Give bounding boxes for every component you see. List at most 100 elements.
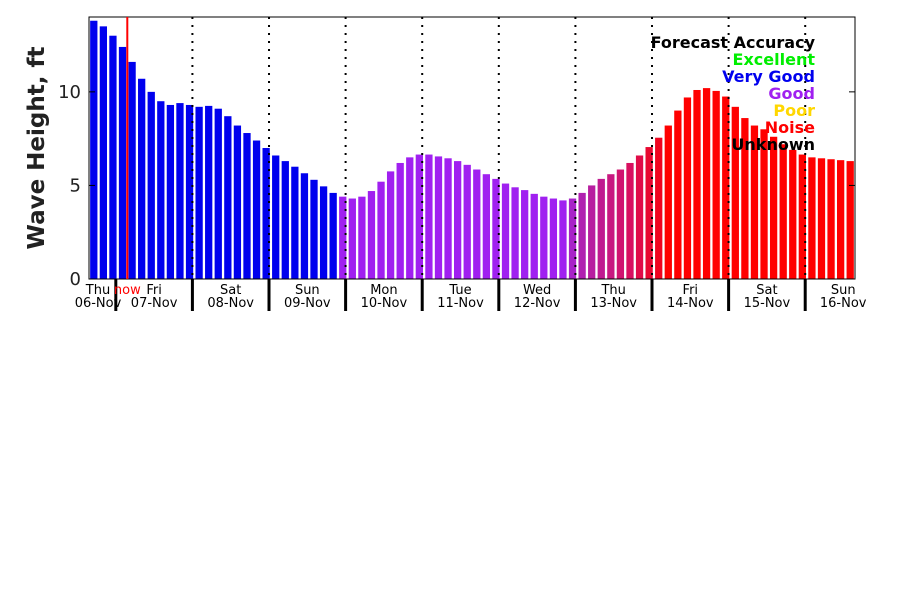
wave-bar — [262, 148, 270, 279]
wave-bar — [511, 187, 519, 279]
wave-bar — [128, 61, 136, 279]
legend-entry: Noise — [765, 118, 815, 137]
wave-bar — [339, 196, 347, 279]
wave-bar — [655, 137, 663, 279]
x-date-label: 16-Nov — [820, 296, 867, 311]
wave-bar — [482, 174, 490, 279]
wave-bar — [837, 160, 845, 279]
wave-bar — [434, 156, 443, 279]
wave-bar — [530, 193, 538, 279]
legend-entry: Good — [768, 84, 815, 103]
wave-bar — [568, 198, 577, 279]
wave-bar — [329, 192, 337, 279]
x-day-label: Fri — [683, 283, 699, 298]
wave-bar — [626, 162, 634, 279]
legend-entry: Excellent — [733, 50, 816, 69]
wave-bar — [683, 97, 692, 279]
wave-bar — [597, 178, 605, 279]
y-axis: 0 5 10 — [58, 82, 855, 290]
wave-bar — [712, 90, 720, 279]
wave-bar — [310, 179, 318, 279]
x-axis: Thu06-NovFri07-NovSat08-NovSun09-NovMon1… — [75, 279, 867, 311]
wave-bar — [473, 169, 481, 279]
wave-bar — [674, 110, 682, 279]
x-day-label: Tue — [448, 283, 471, 298]
wave-bar — [281, 161, 289, 279]
x-day-label: Thu — [85, 283, 110, 298]
x-date-label: 14-Nov — [667, 296, 714, 311]
x-date-label: 06-Nov — [75, 296, 122, 311]
wave-bar — [578, 192, 586, 279]
wave-bar — [300, 173, 309, 279]
x-day-label: Sat — [220, 283, 241, 298]
wave-bar — [501, 183, 510, 279]
wave-bar — [319, 186, 328, 279]
wave-bar — [166, 104, 175, 280]
wave-bar — [205, 105, 213, 279]
wave-bar — [635, 155, 644, 279]
wave-bar — [588, 185, 596, 279]
wave-bar — [176, 103, 184, 279]
wave-bar — [616, 169, 625, 279]
wave-bar — [463, 164, 471, 279]
wave-bar — [233, 125, 242, 279]
legend-entry: Poor — [773, 101, 815, 120]
wave-bar — [358, 196, 366, 279]
wave-bar — [406, 157, 414, 279]
wave-bar — [157, 101, 165, 280]
wave-bar — [224, 116, 232, 279]
legend-entry: Unknown — [731, 135, 815, 154]
wave-bar — [540, 196, 548, 279]
x-date-label: 15-Nov — [744, 296, 791, 311]
x-day-label: Fri — [146, 283, 162, 298]
x-date-label: 08-Nov — [207, 296, 254, 311]
wave-bar — [731, 106, 739, 279]
legend-entry: Very Good — [722, 67, 815, 86]
x-date-label: 13-Nov — [590, 296, 637, 311]
wave-bar — [109, 35, 117, 280]
wave-bar — [846, 161, 854, 279]
bars-group — [90, 20, 854, 280]
wave-bar — [454, 161, 462, 279]
wave-bar — [741, 118, 749, 279]
x-day-label: Thu — [600, 283, 625, 298]
wave-bar — [195, 106, 203, 279]
wave-bar — [425, 154, 433, 279]
wave-bar — [367, 191, 376, 279]
wave-bar — [90, 20, 98, 280]
wave-bar — [750, 125, 759, 279]
wave-bar — [789, 149, 797, 279]
wave-bar — [138, 78, 146, 279]
x-date-label: 07-Nov — [131, 296, 178, 311]
wave-bar — [702, 88, 711, 279]
x-day-label: Sat — [756, 283, 777, 298]
x-day-label: Mon — [370, 283, 397, 298]
wave-bar — [664, 125, 672, 279]
x-date-label: 10-Nov — [361, 296, 408, 311]
x-date-label: 09-Nov — [284, 296, 331, 311]
wave-bar — [99, 26, 107, 279]
wave-bar — [272, 155, 280, 279]
wave-bar — [415, 154, 423, 279]
wave-bar — [185, 104, 194, 280]
y-tick-label: 0 — [70, 269, 81, 290]
wave-bar — [722, 96, 730, 279]
wave-bar — [559, 200, 567, 279]
x-day-label: Sun — [831, 283, 856, 298]
wave-bar — [348, 198, 356, 279]
wave-bar — [243, 133, 251, 279]
x-date-label: 12-Nov — [514, 296, 561, 311]
x-day-label: Sun — [295, 283, 320, 298]
wave-bar — [645, 147, 653, 279]
wave-bar — [769, 136, 778, 279]
wave-bar — [252, 140, 261, 279]
wave-bar — [808, 157, 816, 279]
wave-bar — [779, 144, 787, 279]
wave-bar — [492, 178, 500, 279]
wave-bar — [214, 108, 222, 279]
plot-frame — [88, 16, 856, 280]
wave-bar — [521, 190, 529, 279]
x-day-label: Wed — [523, 283, 551, 298]
wave-bar — [607, 174, 615, 279]
